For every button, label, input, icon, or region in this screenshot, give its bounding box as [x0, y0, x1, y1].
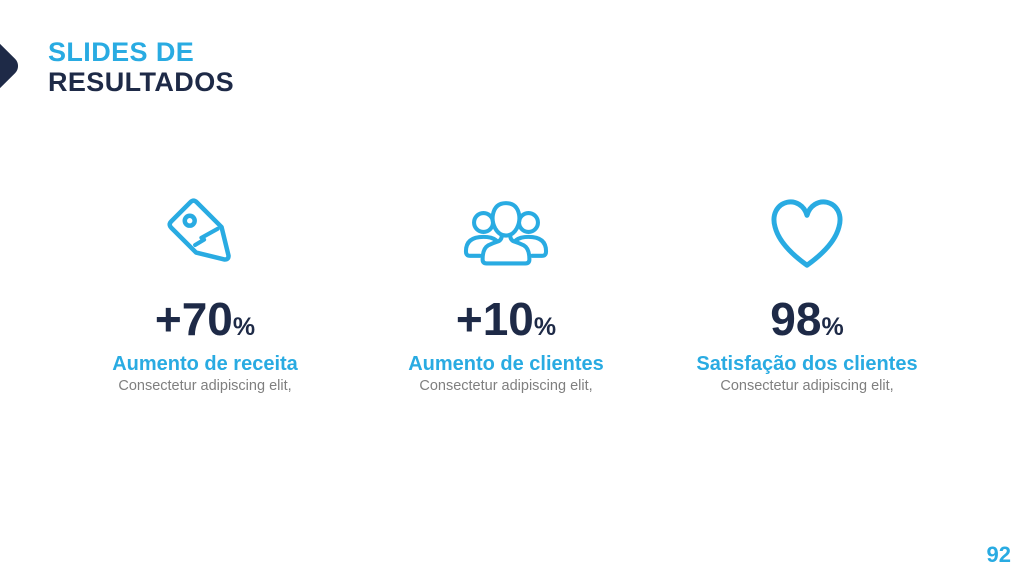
page-number: 92 [986, 542, 1011, 567]
stats-row: +70% Aumento de receita Consectetur adip… [80, 190, 932, 395]
stat-unit: % [821, 313, 844, 341]
price-tag-icon [80, 190, 330, 282]
stat-column-clients: +10% Aumento de clientes Consectetur adi… [381, 190, 631, 395]
people-group-icon [381, 190, 631, 282]
stat-number: +70 [154, 293, 233, 345]
stat-description: Consectetur adipiscing elit, [118, 378, 292, 394]
stat-description: Consectetur adipiscing elit, [419, 378, 593, 394]
stat-label: Satisfação dos clientes [696, 353, 918, 375]
stat-number: +10 [455, 293, 534, 345]
stat-column-satisfaction: 98% Satisfação dos clientes Consectetur … [682, 190, 932, 395]
slide-edge-arrow-shape [0, 27, 23, 105]
stat-value: +10% [381, 296, 631, 342]
heart-icon [682, 190, 932, 282]
stat-unit: % [533, 313, 557, 341]
stat-label: Aumento de receita [112, 353, 298, 375]
stat-value: +70% [80, 296, 330, 342]
slide-title-line2: RESULTADOS [48, 67, 234, 97]
stat-description: Consectetur adipiscing elit, [720, 378, 894, 394]
slide-title: SLIDES DE RESULTADOS [48, 37, 234, 97]
stat-column-revenue: +70% Aumento de receita Consectetur adip… [80, 190, 330, 395]
slide-title-line1: SLIDES DE [48, 37, 195, 67]
stat-value: 98% [682, 296, 932, 342]
stat-label: Aumento de clientes [408, 353, 604, 375]
stat-number: 98 [770, 293, 822, 345]
stat-unit: % [232, 313, 256, 341]
